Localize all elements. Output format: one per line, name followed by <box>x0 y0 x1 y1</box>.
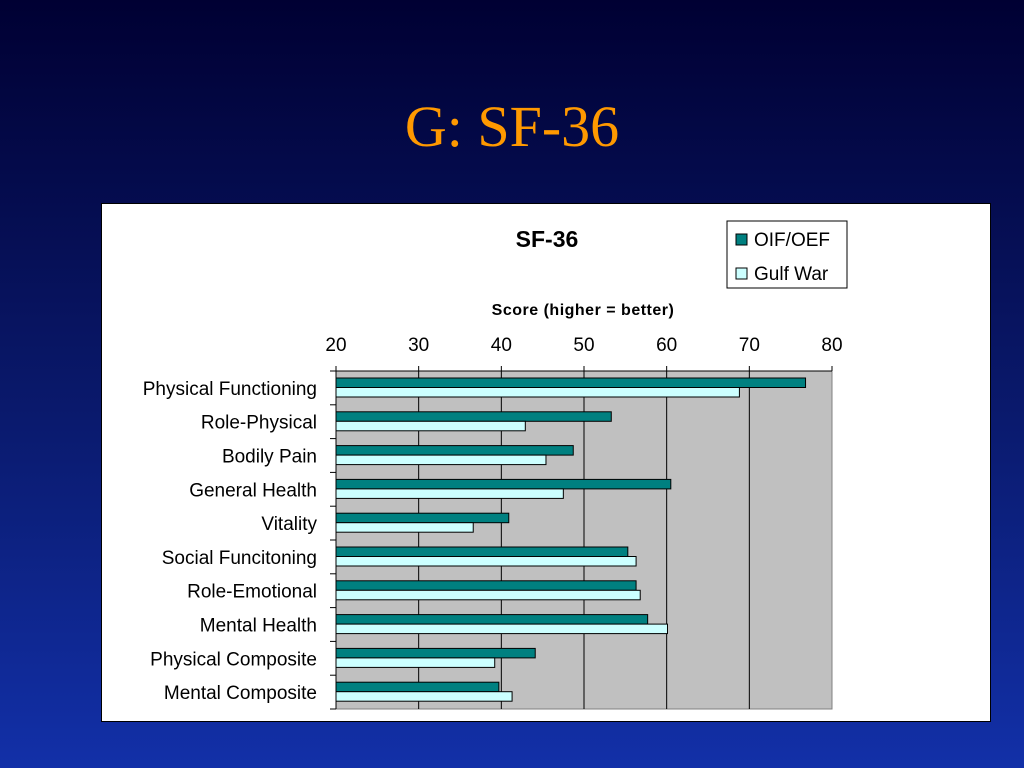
x-tick-label: 40 <box>491 335 512 356</box>
legend-swatch <box>735 233 748 246</box>
bar-gulf-war <box>335 623 668 635</box>
x-tick-label: 50 <box>573 335 594 356</box>
bar-gulf-war <box>335 387 740 398</box>
bar-gulf-war <box>335 454 547 466</box>
category-labels: Physical Functioning Role-Physical Bodily … <box>143 379 318 704</box>
bar-oif-oef <box>335 614 649 625</box>
category-label: Social Funcitoning <box>162 548 317 569</box>
plot-area <box>330 370 833 710</box>
bar-oif-oef <box>335 478 672 490</box>
x-tick-label: 80 <box>821 335 842 356</box>
category-label: Physical Functioning <box>143 379 317 400</box>
x-tick-label: 70 <box>739 335 760 356</box>
slide-title: G: SF-36 <box>404 94 620 159</box>
bar-gulf-war <box>335 691 513 702</box>
bar-oif-oef <box>335 411 612 422</box>
category-label: Bodily Pain <box>222 447 317 468</box>
bar-gulf-war <box>335 589 641 601</box>
x-tick-label: 20 <box>325 335 346 356</box>
x-axis-ticks: 20 30 40 50 60 70 80 <box>325 335 843 372</box>
bar-oif-oef <box>335 546 629 557</box>
bar-gulf-war <box>335 488 564 499</box>
bar-oif-oef <box>335 580 637 591</box>
legend-label: OIF/OEF <box>754 230 830 251</box>
bar-gulf-war <box>335 556 637 567</box>
bar-gulf-war <box>335 420 526 432</box>
category-label: Physical Composite <box>150 649 317 670</box>
sf36-bar-chart: SF-36 Score (higher = better) OIF/OEF Gul… <box>143 220 848 710</box>
legend-swatch <box>735 267 748 280</box>
category-label: Vitality <box>261 514 317 535</box>
bar-oif-oef <box>335 377 807 388</box>
chart-legend: OIF/OEF Gulf War <box>726 220 848 289</box>
chart-frame: SF-36 Score (higher = better) OIF/OEF Gul… <box>101 203 991 722</box>
bar-oif-oef <box>335 647 536 659</box>
chart-title: SF-36 <box>516 226 579 252</box>
category-label: Mental Health <box>200 616 317 637</box>
bar-gulf-war <box>335 657 496 668</box>
bar-oif-oef <box>335 681 500 693</box>
bar-oif-oef <box>335 512 510 524</box>
x-tick-label: 60 <box>656 335 677 356</box>
x-axis-title: Score (higher = better) <box>492 302 675 319</box>
category-label: General Health <box>189 480 317 501</box>
category-label: Mental Composite <box>164 683 317 704</box>
bar-oif-oef <box>335 445 574 456</box>
category-label: Role-Emotional <box>187 582 317 603</box>
bar-gulf-war <box>335 522 474 533</box>
legend-label: Gulf War <box>754 264 829 285</box>
category-label: Role-Physical <box>201 413 317 434</box>
x-tick-label: 30 <box>408 335 429 356</box>
